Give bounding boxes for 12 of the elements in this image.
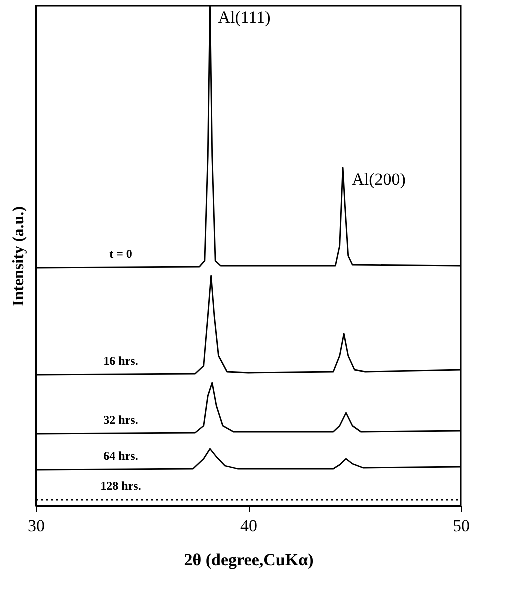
- x-tick-label: 40: [240, 516, 258, 536]
- x-tick-label: 30: [28, 516, 45, 536]
- x-axis-title: 2θ (degree,CuKα): [184, 550, 314, 570]
- x-tick-label: 50: [453, 516, 470, 536]
- series-label: 16 hrs.: [104, 354, 138, 368]
- series-label: t = 0: [110, 247, 132, 261]
- annotation: Al(200): [352, 170, 406, 189]
- series-label: 128 hrs.: [100, 479, 142, 493]
- y-axis-title: Intensity (a.u.): [10, 206, 28, 307]
- series-label: 64 hrs.: [104, 449, 138, 463]
- series-label: 32 hrs.: [104, 413, 138, 427]
- annotation: Al(111): [218, 8, 271, 27]
